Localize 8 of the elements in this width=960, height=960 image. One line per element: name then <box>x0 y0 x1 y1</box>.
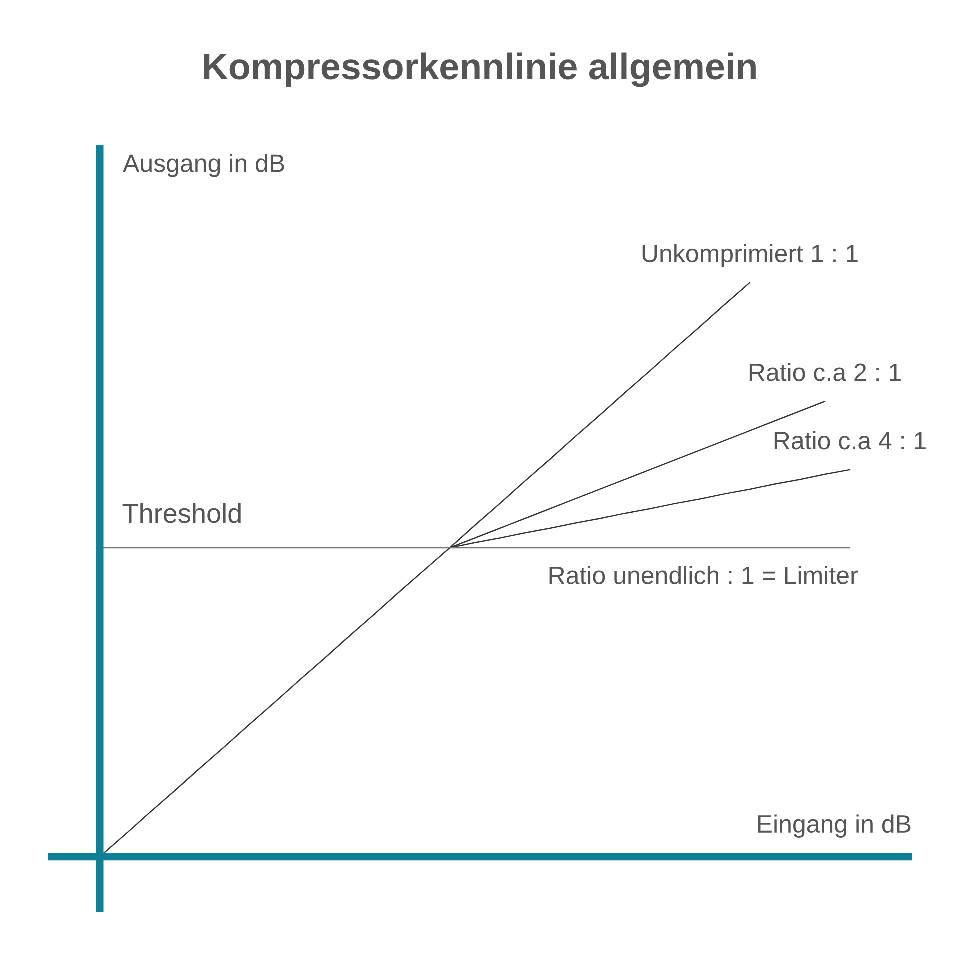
annotation: Threshold <box>122 503 241 524</box>
series-label: Ratio c.a 2 : 1 <box>750 363 901 382</box>
series-label: Ratio c.a 4 : 1 <box>774 431 926 450</box>
series-label: Ratio unendlich : 1 = Limiter <box>550 566 858 584</box>
x-axis-title: Eingang in dB <box>758 814 911 838</box>
y-axis-title: Ausgang in dB <box>123 154 284 178</box>
chart-title: Kompressorkennlinie allgemein <box>204 52 756 88</box>
series-label: Unkomprimiert 1 : 1 <box>642 244 858 268</box>
